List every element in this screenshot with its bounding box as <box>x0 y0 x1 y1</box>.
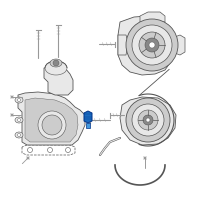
Polygon shape <box>118 16 175 75</box>
Polygon shape <box>44 68 73 95</box>
Circle shape <box>132 104 164 136</box>
Ellipse shape <box>15 132 23 138</box>
Polygon shape <box>140 12 165 22</box>
Polygon shape <box>172 35 185 55</box>
Circle shape <box>18 98 21 102</box>
Ellipse shape <box>15 117 23 123</box>
Circle shape <box>38 111 66 139</box>
Polygon shape <box>118 35 128 55</box>
Ellipse shape <box>15 97 23 103</box>
Circle shape <box>143 115 153 125</box>
Circle shape <box>53 60 59 66</box>
Ellipse shape <box>45 61 67 75</box>
Circle shape <box>28 148 32 152</box>
Polygon shape <box>25 98 78 142</box>
Circle shape <box>66 148 70 152</box>
Circle shape <box>18 134 21 136</box>
Circle shape <box>139 32 165 58</box>
Circle shape <box>126 19 178 71</box>
Polygon shape <box>84 111 92 123</box>
Circle shape <box>132 25 172 65</box>
Circle shape <box>48 148 52 152</box>
Polygon shape <box>22 145 75 155</box>
Polygon shape <box>18 92 85 145</box>
Polygon shape <box>120 97 176 145</box>
Ellipse shape <box>50 59 62 67</box>
Circle shape <box>42 115 62 135</box>
Circle shape <box>126 98 170 142</box>
Bar <box>86 123 90 128</box>
Circle shape <box>149 42 155 48</box>
Circle shape <box>18 118 21 121</box>
Circle shape <box>146 118 150 122</box>
Circle shape <box>138 110 158 130</box>
Circle shape <box>145 38 159 52</box>
